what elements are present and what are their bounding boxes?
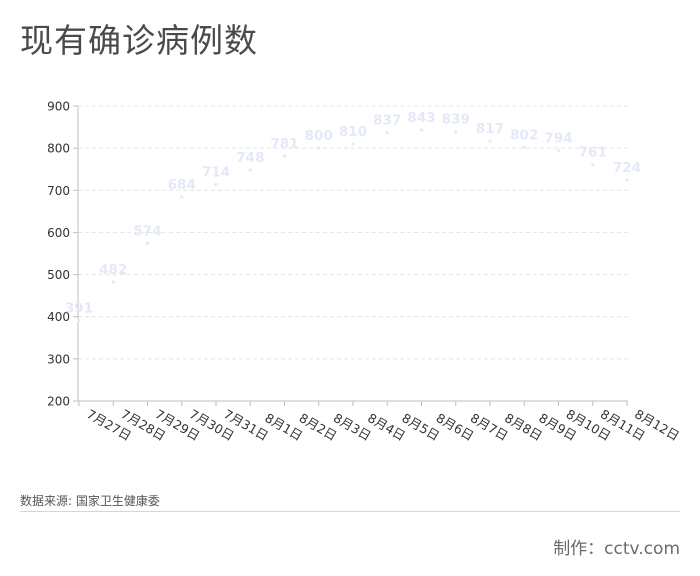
data-point — [591, 162, 595, 167]
data-label: 794 — [544, 131, 572, 147]
data-label: 843 — [407, 110, 435, 126]
data-label: 724 — [613, 160, 641, 176]
data-point — [625, 178, 629, 182]
data-label: 810 — [339, 124, 367, 140]
data-point — [180, 195, 184, 199]
x-tick-label: 8月7日 — [468, 410, 511, 443]
credit-text: 制作：cctv.com — [553, 539, 680, 559]
x-tick-label: 8月1日 — [262, 410, 305, 443]
axes — [73, 105, 628, 406]
y-tick-label: 500 — [47, 268, 70, 282]
data-label: 800 — [305, 128, 333, 144]
data-point — [282, 154, 287, 158]
data-source-note: 数据来源: 国家卫生健康委 — [20, 494, 160, 508]
data-label: 837 — [373, 113, 401, 129]
data-label: 748 — [236, 150, 264, 166]
data-label: 391 — [65, 301, 93, 317]
data-point — [111, 280, 115, 284]
x-tick-label: 8月6日 — [434, 410, 477, 443]
data-point — [556, 149, 561, 153]
footer-divider — [20, 511, 680, 512]
data-point — [77, 318, 81, 323]
chart-title: 现有确诊病例数 — [20, 21, 258, 60]
x-tick-label: 8月2日 — [297, 410, 340, 443]
data-point — [454, 130, 458, 134]
data-label: 482 — [99, 262, 127, 278]
data-label: 839 — [442, 112, 470, 128]
y-tick-label: 800 — [47, 142, 70, 156]
x-tick-label: 8月8日 — [502, 410, 545, 443]
data-point — [488, 139, 492, 143]
data-points — [77, 128, 629, 323]
data-point — [214, 182, 218, 186]
x-tick-labels: 7月27日7月28日7月29日7月30日7月31日8月1日8月2日8月3日8月4… — [84, 406, 682, 443]
y-tick-label: 700 — [47, 184, 70, 198]
grid-lines — [78, 105, 628, 360]
data-point — [419, 128, 424, 132]
data-point — [351, 142, 355, 146]
data-point — [522, 145, 526, 149]
data-label: 817 — [476, 121, 504, 137]
y-tick-label: 600 — [47, 226, 70, 240]
data-label: 781 — [270, 136, 298, 152]
data-point — [317, 146, 321, 150]
data-point — [248, 168, 252, 172]
data-label: 574 — [133, 223, 161, 239]
x-tick-label: 8月4日 — [365, 410, 408, 443]
data-labels: 391 482 574 684 714 748 781 800 810 837 843 839 817 8… — [65, 110, 641, 316]
data-point — [145, 241, 150, 245]
y-tick-labels: 200 300 400 500 600 700 800 900 — [47, 100, 70, 409]
y-tick-label: 900 — [47, 100, 70, 114]
y-tick-label: 400 — [47, 310, 70, 324]
data-label: 714 — [202, 164, 230, 180]
x-tick-label: 8月5日 — [399, 410, 442, 443]
y-tick-label: 300 — [47, 352, 70, 366]
data-label: 802 — [510, 127, 538, 143]
x-tick-label: 8月3日 — [331, 410, 374, 443]
data-label: 761 — [579, 145, 607, 161]
data-point — [385, 130, 389, 135]
data-label: 684 — [168, 177, 196, 193]
y-tick-label: 200 — [47, 395, 70, 409]
line-chart: 200 300 400 500 600 700 800 900 7月27日7月28日7月29日… — [47, 100, 682, 444]
